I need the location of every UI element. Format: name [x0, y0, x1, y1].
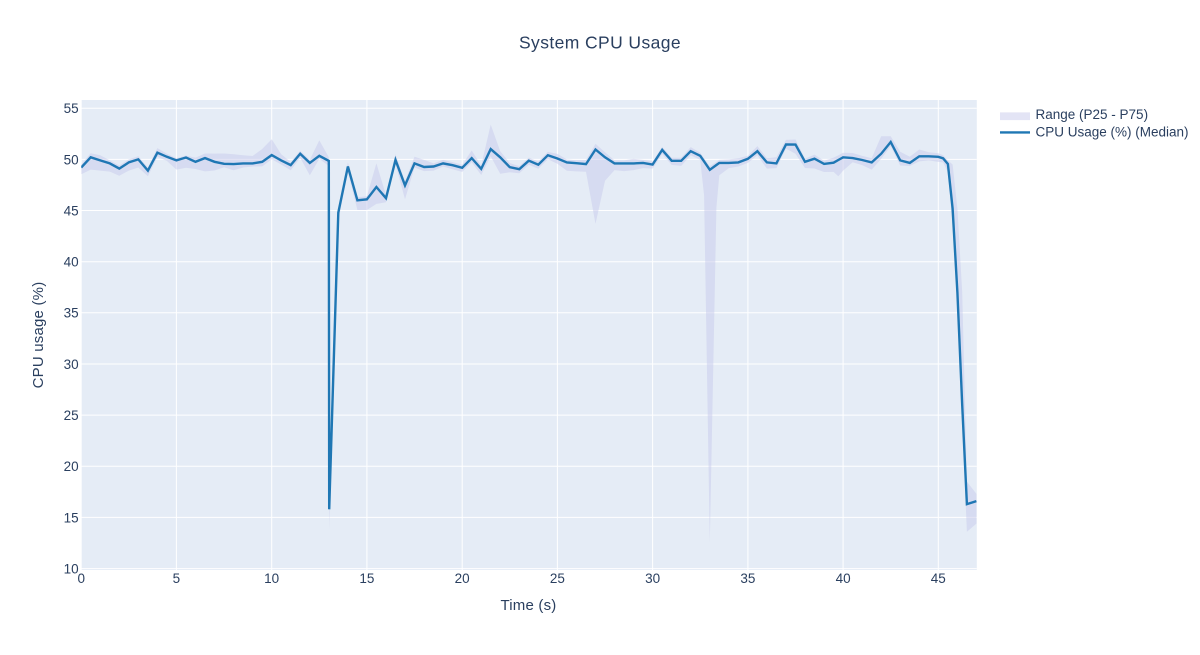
svg-text:CPU Usage (%) (Median): CPU Usage (%) (Median)	[1036, 124, 1189, 139]
svg-text:35: 35	[740, 571, 755, 586]
svg-text:40: 40	[64, 255, 79, 270]
svg-text:20: 20	[64, 459, 79, 474]
svg-text:25: 25	[64, 408, 79, 423]
svg-text:55: 55	[64, 101, 79, 116]
svg-text:45: 45	[64, 203, 79, 218]
svg-text:45: 45	[931, 571, 946, 586]
svg-text:15: 15	[64, 510, 79, 525]
svg-text:15: 15	[359, 571, 374, 586]
svg-text:20: 20	[455, 571, 470, 586]
svg-text:30: 30	[64, 357, 79, 372]
svg-text:40: 40	[836, 571, 851, 586]
svg-text:5: 5	[173, 571, 181, 586]
svg-text:30: 30	[645, 571, 660, 586]
svg-text:System CPU Usage: System CPU Usage	[519, 33, 681, 53]
svg-text:10: 10	[64, 562, 79, 577]
svg-text:CPU usage (%): CPU usage (%)	[30, 282, 47, 389]
svg-text:50: 50	[64, 152, 79, 167]
svg-text:Range (P25 - P75): Range (P25 - P75)	[1036, 107, 1149, 122]
svg-text:35: 35	[64, 306, 79, 321]
svg-text:10: 10	[264, 571, 279, 586]
svg-text:Time (s): Time (s)	[500, 597, 556, 614]
svg-text:25: 25	[550, 571, 565, 586]
svg-text:0: 0	[77, 571, 85, 586]
